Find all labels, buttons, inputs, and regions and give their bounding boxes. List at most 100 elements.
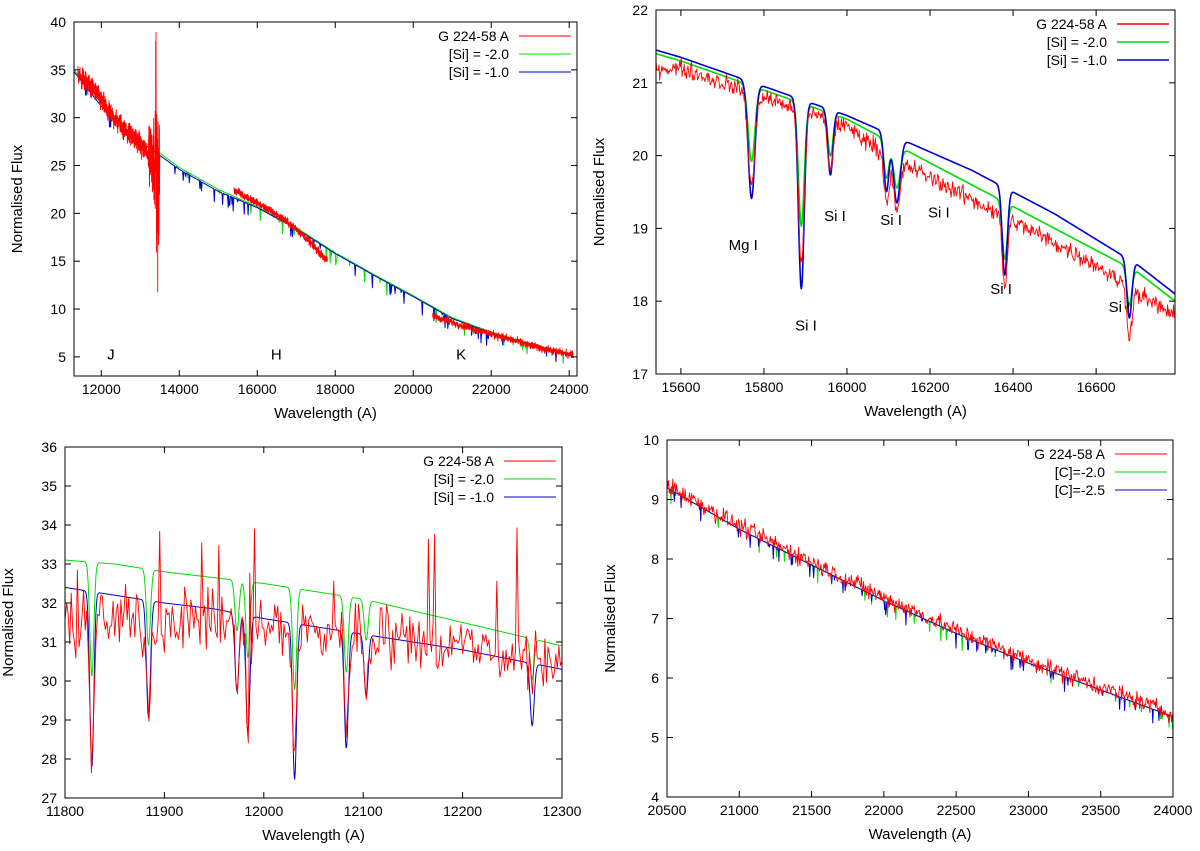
- series--c-2-5: [667, 487, 1173, 724]
- annotation-label: Si I: [990, 281, 1012, 298]
- y-axis-label: Normalised Flux: [0, 568, 17, 677]
- plot-area: [65, 527, 562, 780]
- y-tick-label: 40: [50, 14, 66, 30]
- series--si-1-0: [74, 71, 574, 363]
- plot-area: [656, 49, 1175, 342]
- series-observed-0: [667, 478, 1173, 723]
- y-tick-label: 21: [632, 75, 648, 91]
- x-tick-label: 12200: [443, 803, 482, 819]
- x-tick-label: 23500: [1081, 802, 1120, 818]
- legend-label: [Si] = -2.0: [434, 471, 495, 487]
- x-tick-label: 12100: [344, 803, 383, 819]
- y-tick-label: 25: [50, 158, 66, 174]
- x-tick-label: 20500: [648, 802, 687, 818]
- plot-frame: [64, 446, 563, 799]
- y-tick-label: 20: [50, 205, 66, 221]
- y-axis-label: Normalised Flux: [591, 137, 608, 246]
- x-tick-label: 18000: [316, 381, 355, 397]
- y-tick-label: 34: [41, 517, 57, 533]
- legend-label: [Si] = -2.0: [1047, 34, 1108, 50]
- y-tick-label: 32: [41, 595, 57, 611]
- y-tick-label: 8: [651, 551, 659, 567]
- y-tick-label: 5: [651, 730, 659, 746]
- series-observed-0: [65, 527, 562, 774]
- x-tick-label: 12000: [244, 803, 283, 819]
- x-tick-label: 15600: [661, 379, 700, 395]
- plot-frame: [655, 9, 1176, 375]
- y-axis-label: Normalised Flux: [602, 564, 619, 673]
- x-tick-label: 24000: [1154, 802, 1193, 818]
- y-tick-label: 33: [41, 556, 57, 572]
- y-tick-label: 6: [651, 670, 659, 686]
- x-tick-label: 22000: [472, 381, 511, 397]
- y-tick-label: 28: [41, 751, 57, 767]
- annotation-label: K: [456, 347, 466, 364]
- y-tick-label: 18: [632, 293, 648, 309]
- x-tick-label: 21500: [792, 802, 831, 818]
- x-tick-label: 14000: [160, 381, 199, 397]
- y-tick-label: 30: [41, 673, 57, 689]
- x-tick-label: 16200: [911, 379, 950, 395]
- legend-label: [Si] = -2.0: [449, 46, 510, 62]
- annotation-label: Si I: [795, 317, 817, 334]
- x-tick-label: 16400: [994, 379, 1033, 395]
- y-tick-label: 27: [41, 790, 57, 806]
- y-tick-label: 29: [41, 712, 57, 728]
- x-tick-label: 12300: [543, 803, 582, 819]
- x-tick-label: 21000: [720, 802, 759, 818]
- y-tick-label: 15: [50, 253, 66, 269]
- series-observed-0: [656, 57, 1175, 342]
- series--si-2-0: [74, 69, 574, 364]
- x-tick-label: 16000: [828, 379, 867, 395]
- legend-label: [C]=-2.5: [1055, 482, 1105, 498]
- y-tick-label: 10: [50, 301, 66, 317]
- series--c-2-0: [667, 487, 1173, 730]
- x-axis-label: Wavelength (A): [274, 405, 377, 422]
- y-tick-label: 7: [651, 611, 659, 627]
- x-tick-label: 24000: [550, 381, 589, 397]
- x-tick-label: 16600: [1077, 379, 1116, 395]
- legend-label: [Si] = -1.0: [434, 489, 495, 505]
- x-axis-label: Wavelength (A): [262, 827, 365, 844]
- annotation-label: Si I: [824, 208, 846, 225]
- panel-tr: 15600 15800 16000 16200 16400 16600 17 18 19 20 21…: [591, 2, 1176, 420]
- y-tick-label: 22: [632, 2, 648, 18]
- x-axis-label: Wavelength (A): [869, 826, 972, 843]
- y-tick-label: 5: [58, 349, 66, 365]
- x-tick-label: 11800: [46, 803, 84, 819]
- legend: G 224-58 A [C]=-2.0 [C]=-2.5: [1034, 446, 1167, 498]
- legend: G 224-58 A [Si] = -2.0 [Si] = -1.0: [1036, 16, 1169, 68]
- x-tick-label: 20000: [394, 381, 433, 397]
- x-tick-label: 22000: [864, 802, 903, 818]
- series--si-1-0: [65, 586, 562, 780]
- plot-frame: [73, 21, 578, 377]
- legend-label: [C]=-2.0: [1055, 464, 1105, 480]
- y-tick-label: 36: [41, 439, 57, 455]
- x-axis-label: Wavelength (A): [864, 403, 967, 420]
- x-tick-label: 16000: [238, 381, 277, 397]
- panel-tl: 12000 14000 16000 18000 20000 22000 24000 5 10 15…: [9, 14, 589, 422]
- y-tick-label: 4: [651, 789, 659, 805]
- x-tick-label: 23000: [1009, 802, 1048, 818]
- series-observed-2: [432, 312, 574, 359]
- series-observed-0: [77, 32, 161, 293]
- legend-label: G 224-58 A: [1034, 446, 1105, 462]
- legend: G 224-58 A [Si] = -2.0 [Si] = -1.0: [423, 453, 556, 505]
- y-tick-label: 19: [632, 220, 648, 236]
- y-tick-label: 35: [41, 478, 57, 494]
- legend-label: G 224-58 A: [438, 28, 509, 44]
- y-tick-label: 17: [632, 366, 648, 382]
- y-axis-label: Normalised Flux: [9, 144, 26, 253]
- x-tick-label: 11900: [145, 803, 183, 819]
- legend-label: G 224-58 A: [1036, 16, 1107, 32]
- annotation-label: H: [271, 347, 282, 364]
- panel-br: 20500 21000 21500 22000 22500 23000 23500 24000…: [602, 432, 1193, 843]
- annotation-label: Si I: [1109, 299, 1131, 316]
- y-tick-label: 31: [41, 634, 57, 650]
- x-tick-label: 15800: [744, 379, 783, 395]
- y-tick-label: 35: [50, 62, 66, 78]
- y-tick-label: 9: [651, 492, 659, 508]
- legend-label: G 224-58 A: [423, 453, 494, 469]
- annotation-label: Mg I: [729, 237, 758, 254]
- y-tick-label: 10: [643, 432, 659, 448]
